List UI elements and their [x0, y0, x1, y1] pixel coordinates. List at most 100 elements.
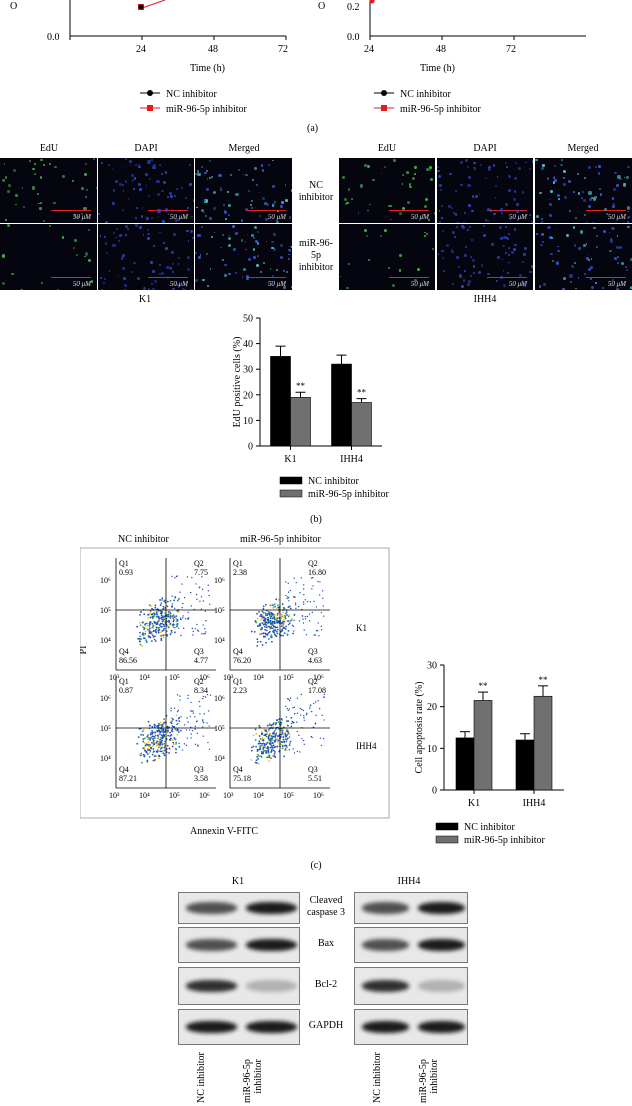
quadrant-name: Q4	[119, 765, 129, 774]
quadrant-value: 76.20	[233, 656, 251, 665]
ytick-label: 40	[243, 339, 253, 350]
blot-ihh4-cleaved_caspase3	[354, 892, 468, 924]
row-label-mir-inhibitor: miR-96- 5p inhibitor	[298, 238, 334, 273]
quadrant-value: 86.56	[119, 656, 137, 665]
quadrant-value: 3.58	[194, 774, 208, 783]
blot-ihh4-bax	[354, 927, 468, 963]
flow-row-k1: K1	[356, 623, 367, 633]
micrograph-ihh4-mir-dapi: 50 μM	[437, 224, 533, 290]
a1-xtick-3: 72	[278, 44, 288, 55]
legend-swatch	[279, 476, 303, 485]
panel-a-legend-right: NC inhibitor miR-96-5p inhibitor	[374, 89, 482, 115]
a1-nc-point	[138, 4, 144, 10]
quadrant-value: 5.51	[308, 774, 322, 783]
legend-swatch	[435, 835, 459, 844]
quadrant-name: Q3	[308, 765, 318, 774]
lane-label: miR-96-5p inhibitor	[418, 1059, 440, 1103]
x-tick: 10³	[223, 673, 234, 682]
protein-band	[246, 902, 297, 914]
y-tick: 10⁵	[100, 724, 111, 733]
a-legend-nc-2: NC inhibitor	[400, 89, 452, 100]
x-tick: 10⁴	[139, 673, 150, 682]
ytick-label: 20	[243, 390, 253, 401]
x-tick: 10³	[223, 791, 234, 800]
category-label: IHH4	[523, 798, 546, 809]
flow-title-nc: NC inhibitor	[118, 534, 170, 545]
x-tick: 10⁶	[199, 791, 210, 800]
a-legend-mir: miR-96-5p inhibitor	[166, 104, 248, 115]
protein-band	[361, 1021, 409, 1033]
micrograph-ihh4-mir-edu: 50 μM	[339, 224, 435, 290]
y-tick: 10⁶	[214, 694, 225, 703]
a1-xtick-2: 48	[208, 44, 218, 55]
micrograph-ihh4-nc-edu: 50 μM	[339, 158, 435, 223]
protein-band	[417, 980, 465, 992]
protein-band	[246, 1021, 297, 1033]
x-tick: 10⁴	[253, 791, 264, 800]
y-axis-label: Cell apoptosis rate (%)	[414, 682, 425, 774]
a-legend-mir-2: miR-96-5p inhibitor	[400, 104, 482, 115]
protein-band	[361, 902, 409, 914]
quadrant-value: 7.75	[194, 568, 208, 577]
protein-band	[186, 980, 237, 992]
a1-ylabel-partial: O	[10, 1, 17, 12]
panel-b-label: (b)	[310, 514, 322, 525]
quadrant-name: Q2	[308, 559, 318, 568]
quadrant-value: 0.93	[119, 568, 133, 577]
cell-line-label-k1: K1	[138, 294, 152, 305]
x-tick: 10⁵	[283, 791, 294, 800]
x-tick: 10⁵	[283, 673, 294, 682]
quadrant-value: 4.63	[308, 656, 322, 665]
protein-band	[417, 939, 465, 951]
quadrant-name: Q1	[233, 677, 243, 686]
a1-xtick-1: 24	[136, 44, 146, 55]
bar	[533, 695, 553, 791]
quadrant-name: Q2	[194, 677, 204, 686]
flow-row-ihh4: IHH4	[356, 741, 377, 751]
protein-band	[186, 902, 237, 914]
x-tick: 10⁶	[199, 673, 210, 682]
edu-bar-chart: 0 10 20 30 40 50 EdU positive cells (%) K1 ** IHH…	[232, 314, 390, 501]
flow-ylabel: PI	[80, 646, 89, 655]
quadrant-value: 4.77	[194, 656, 208, 665]
quadrant-name: Q2	[308, 677, 318, 686]
blot-k1-bcl2	[178, 967, 300, 1005]
legend-label: NC inhibitor	[464, 822, 516, 833]
quadrant-name: Q1	[119, 559, 129, 568]
bar	[270, 356, 291, 447]
a-legend-nc: NC inhibitor	[166, 89, 218, 100]
quadrant-name: Q1	[119, 677, 129, 686]
quadrant-value: 17.08	[308, 686, 326, 695]
y-tick: 10⁴	[100, 636, 111, 645]
protein-label: Cleaved caspase 3	[306, 895, 346, 918]
protein-band	[417, 902, 465, 914]
quadrant-value: 16.80	[308, 568, 326, 577]
col-header-merged-ihh4: Merged	[567, 143, 599, 154]
quadrant-value: 0.87	[119, 686, 133, 695]
legend-label: miR-96-5p inhibitor	[464, 835, 546, 846]
x-tick: 10⁴	[139, 791, 150, 800]
a1-ytick: 0.0	[47, 32, 60, 43]
protein-band	[361, 980, 409, 992]
x-tick: 10⁶	[313, 673, 324, 682]
y-axis-label: EdU positive cells (%)	[232, 337, 243, 428]
y-tick: 10⁶	[100, 576, 111, 585]
bar	[455, 737, 475, 791]
category-label: K1	[284, 454, 296, 465]
significance-label: **	[357, 388, 367, 398]
col-header-merged-k1: Merged	[228, 143, 260, 154]
quadrant-name: Q2	[194, 559, 204, 568]
col-header-edu-k1: EdU	[39, 143, 59, 154]
x-tick: 10⁵	[169, 673, 180, 682]
col-header-dapi-k1: DAPI	[134, 143, 158, 154]
lane-label: NC inhibitor	[372, 1052, 383, 1103]
y-tick: 10⁶	[214, 576, 225, 585]
blot-k1-gapdh	[178, 1009, 300, 1045]
legend-label: NC inhibitor	[308, 476, 360, 487]
a2-ylabel-partial: O	[318, 1, 325, 12]
quadrant-value: 8.34	[194, 686, 208, 695]
a2-ytick-1: 0.2	[347, 2, 360, 13]
